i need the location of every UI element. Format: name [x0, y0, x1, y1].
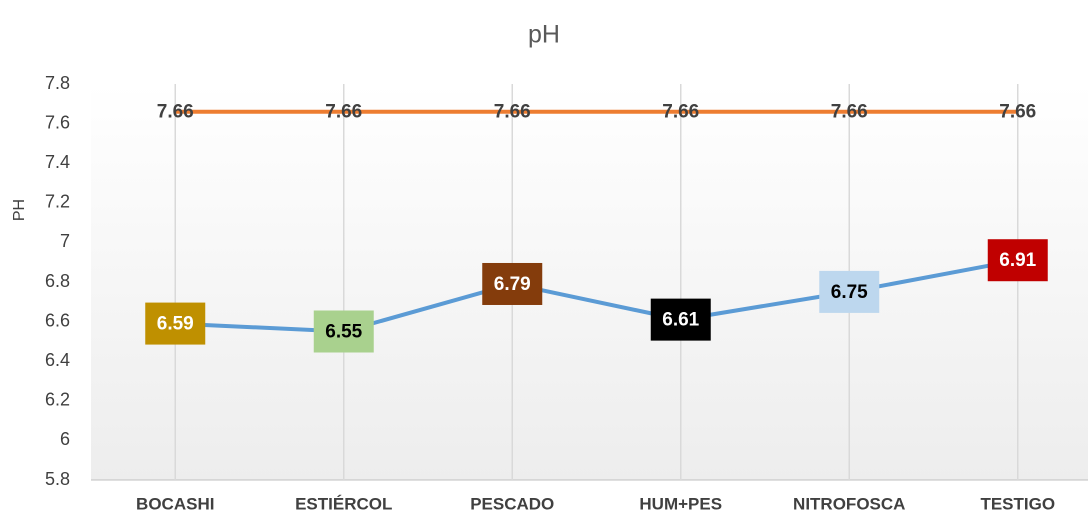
x-tick-label: HUM+PES — [639, 494, 722, 513]
data-label: 7.66 — [325, 102, 362, 123]
data-label: 6.59 — [157, 314, 194, 335]
y-tick-label: 7.2 — [45, 192, 70, 212]
data-label-box — [650, 298, 711, 341]
data-label: 7.66 — [494, 102, 531, 123]
y-tick-label: 6.4 — [45, 350, 70, 370]
data-label-box — [819, 270, 880, 313]
y-tick-label: 6.2 — [45, 390, 70, 410]
y-tick-label: 5.8 — [45, 469, 70, 489]
data-label-box — [313, 310, 374, 353]
x-tick-label: BOCASHI — [136, 494, 214, 513]
y-tick-label: 6.6 — [45, 310, 70, 330]
y-tick-label: 6.8 — [45, 271, 70, 291]
chart-title: pH — [528, 21, 560, 49]
y-tick-label: 6 — [60, 429, 70, 449]
data-label: 6.55 — [325, 322, 362, 343]
y-tick-label: 7.8 — [45, 73, 70, 93]
data-label: 7.66 — [999, 102, 1036, 123]
x-tick-label: PESCADO — [470, 494, 554, 513]
x-tick-label: ESTIÉRCOL — [295, 494, 392, 513]
data-label-box — [987, 239, 1048, 282]
y-tick-label: 7.4 — [45, 152, 70, 172]
y-axis-label: PH — [11, 199, 28, 221]
x-tick-label: NITROFOSCA — [793, 494, 905, 513]
data-label: 7.66 — [157, 102, 194, 123]
data-label: 6.79 — [494, 274, 531, 295]
y-tick-label: 7 — [60, 231, 70, 251]
data-label: 6.61 — [662, 310, 699, 331]
data-label-box — [145, 302, 206, 345]
data-label: 6.75 — [831, 282, 868, 303]
x-tick-label: TESTIGO — [980, 494, 1055, 513]
y-tick-label: 7.6 — [45, 112, 70, 132]
data-label: 7.66 — [831, 102, 868, 123]
plot-background — [91, 84, 1088, 480]
data-label: 7.66 — [662, 102, 699, 123]
data-label: 6.91 — [999, 250, 1036, 271]
data-label-box — [482, 262, 543, 305]
